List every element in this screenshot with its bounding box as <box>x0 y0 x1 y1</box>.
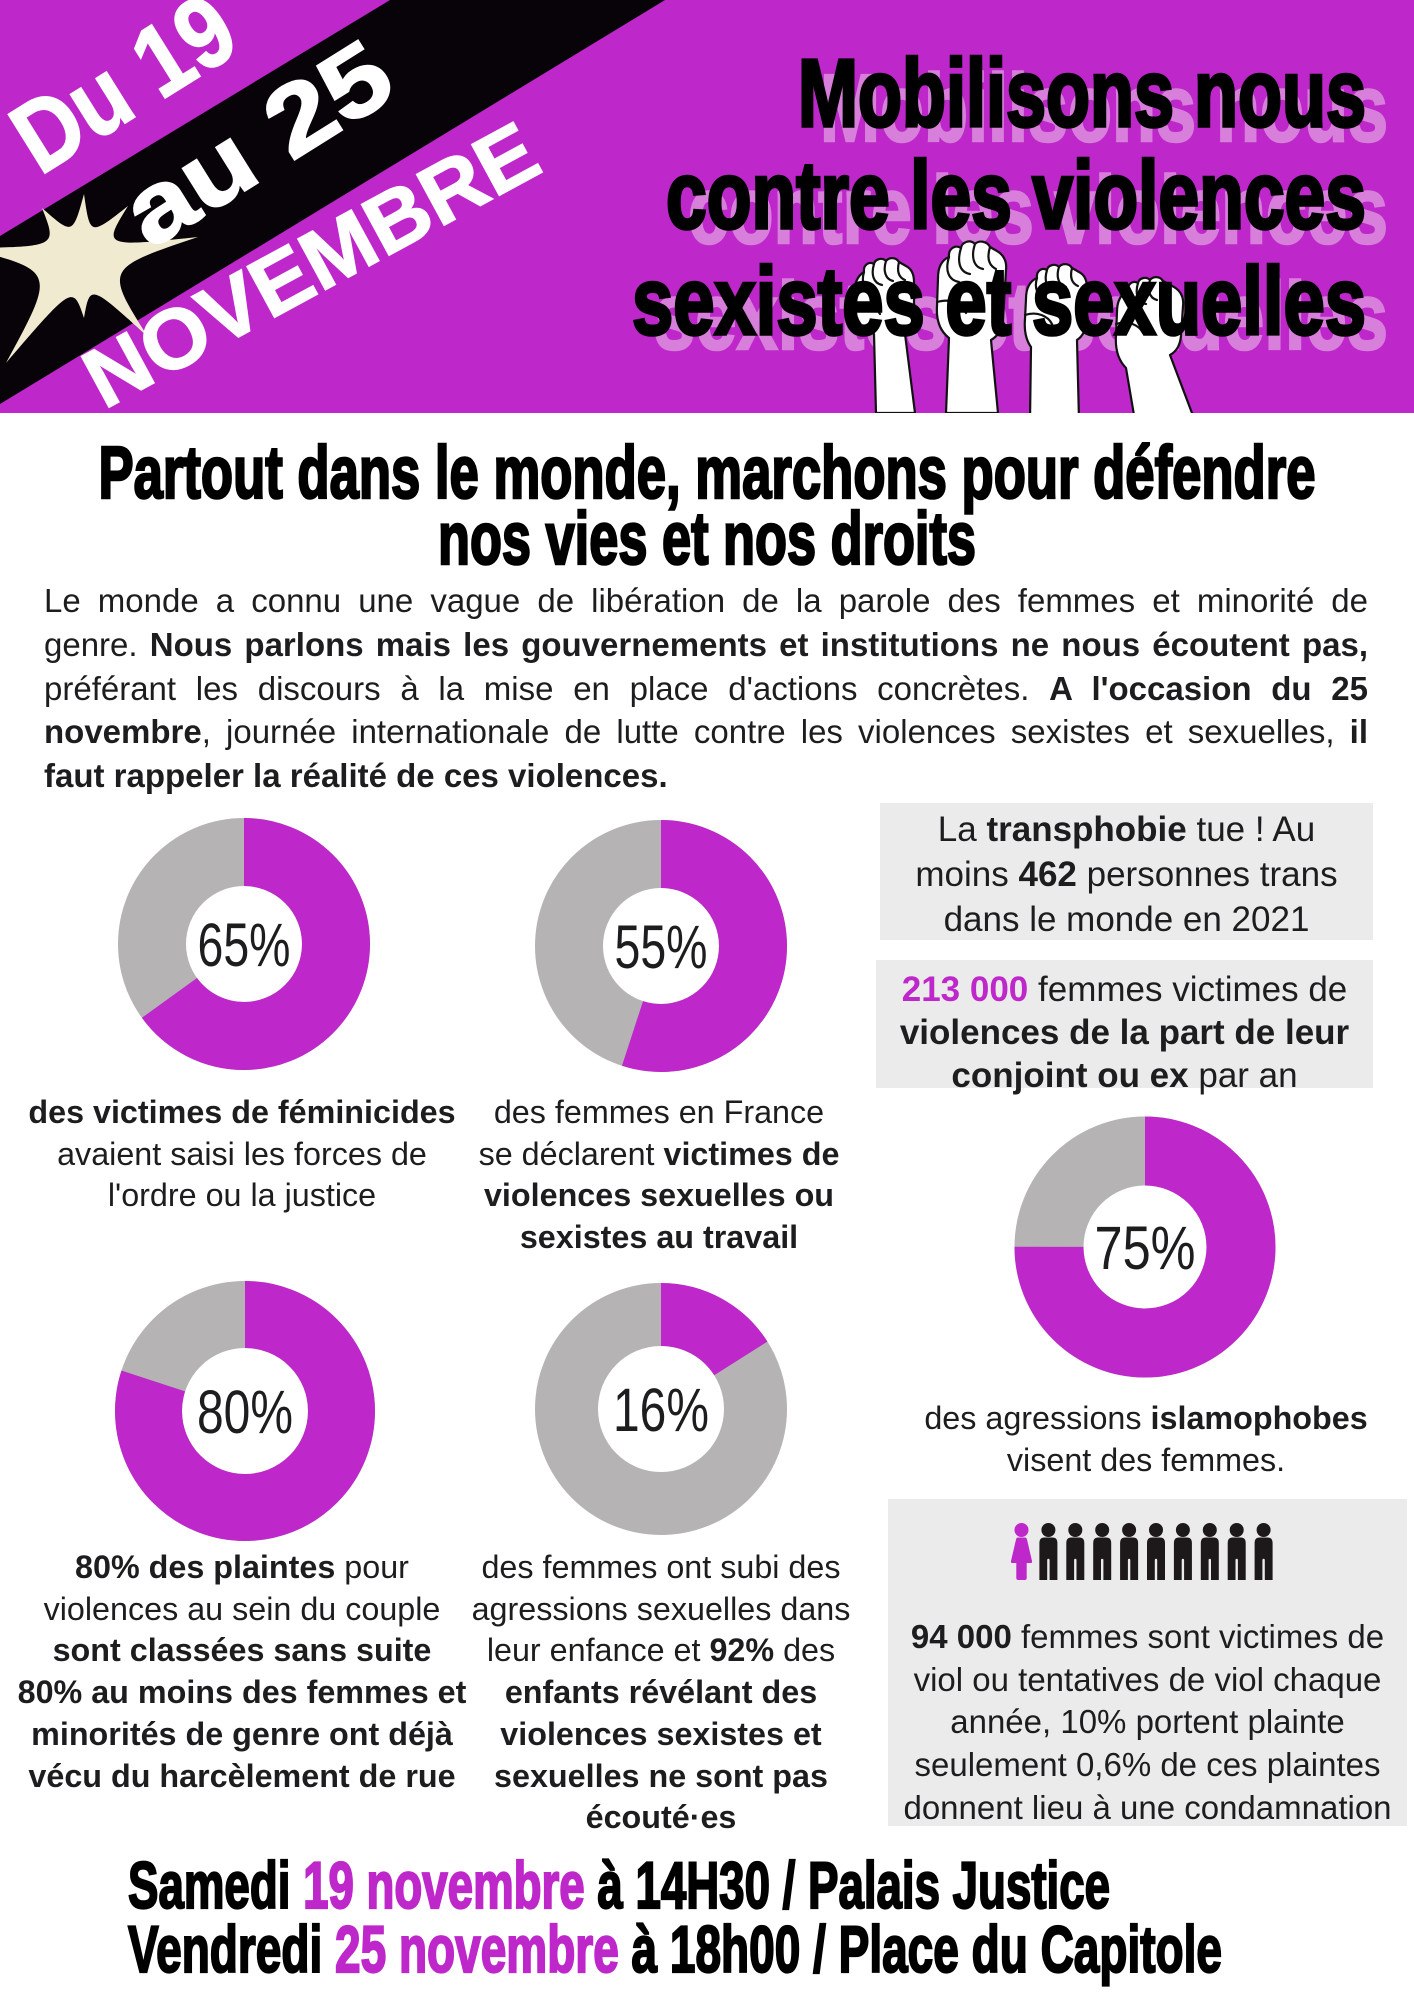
svg-text:Vendredi 25 novembre à 18h00 /: Vendredi 25 novembre à 18h00 / Place du … <box>128 1912 1222 1986</box>
svg-text:65%: 65% <box>198 911 291 979</box>
svg-text:sexistes et sexuelles: sexistes et sexuelles <box>654 263 1388 370</box>
svg-text:contre les violences: contre les violences <box>666 142 1366 249</box>
svg-text:75%: 75% <box>1095 1214 1196 1282</box>
svg-text:nos vies et nos droits: nos vies et nos droits <box>438 497 976 580</box>
svg-text:Partout dans le monde, marchon: Partout dans le monde, marchons pour déf… <box>99 431 1316 514</box>
svg-text:sexistes et sexuelles: sexistes et sexuelles <box>632 248 1366 355</box>
svg-text:16%: 16% <box>613 1376 709 1444</box>
svg-text:Mobilisons nous: Mobilisons nous <box>820 55 1388 162</box>
svg-text:contre les violences: contre les violences <box>688 157 1388 264</box>
svg-text:Mobilisons nous: Mobilisons nous <box>798 40 1366 147</box>
svg-text:Samedi 19 novembre à 14H30 / P: Samedi 19 novembre à 14H30 / Palais Just… <box>128 1848 1110 1922</box>
svg-text:80%: 80% <box>197 1378 293 1446</box>
svg-text:55%: 55% <box>615 913 708 981</box>
